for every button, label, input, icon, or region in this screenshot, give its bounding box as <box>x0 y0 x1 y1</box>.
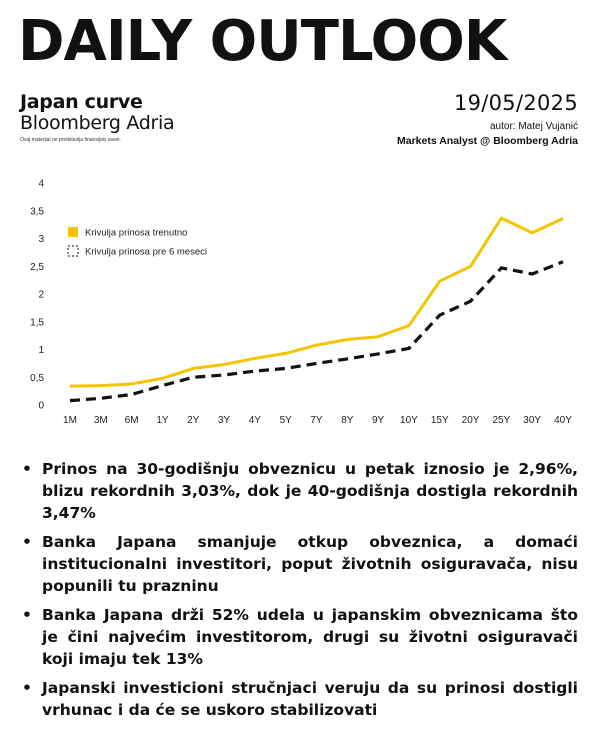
header-right: 19/05/2025 autor: Matej Vujanić Markets … <box>396 91 578 148</box>
x-tick-label: 30Y <box>523 415 541 426</box>
legend-label: Krivulja prinosa pre 6 meseci <box>85 247 207 258</box>
x-tick-label: 25Y <box>492 415 510 426</box>
author-label: autor: Matej Vujanić <box>489 121 578 133</box>
x-tick-label: 5Y <box>280 415 293 426</box>
y-tick-label: 4 <box>38 179 44 190</box>
x-tick-label: 20Y <box>462 415 480 426</box>
x-tick-label: 10Y <box>400 415 418 426</box>
x-tick-label: 1Y <box>156 415 169 426</box>
y-tick-label: 3,5 <box>30 206 44 217</box>
y-tick-label: 3 <box>38 234 44 245</box>
bullet-item: Banka Japana smanjuje otkup obveznica, a… <box>22 531 578 597</box>
bullet-item: Prinos na 30-godišnju obveznicu u petak … <box>22 458 578 524</box>
author-role: Markets Analyst @ Bloomberg Adria <box>396 135 578 148</box>
x-tick-label: 7Y <box>310 415 323 426</box>
bullet-list: Prinos na 30-godišnju obveznicu u petak … <box>22 458 578 728</box>
bullet-item: Japanski investicioni stručnjaci veruju … <box>22 677 578 721</box>
y-tick-label: 0,5 <box>30 373 44 384</box>
x-tick-label: 3M <box>94 415 108 426</box>
x-tick-label: 15Y <box>431 415 449 426</box>
chart-subtitle: Japan curve <box>20 91 143 113</box>
page-title: DAILY OUTLOOK <box>18 9 507 74</box>
x-tick-label: 8Y <box>341 415 354 426</box>
series-line-current <box>69 216 564 388</box>
date-label: 19/05/2025 <box>453 91 578 115</box>
x-tick-label: 3Y <box>218 415 231 426</box>
x-tick-label: 6M <box>125 415 139 426</box>
source-label: Bloomberg Adria <box>20 111 175 134</box>
y-tick-label: 1,5 <box>30 317 44 328</box>
legend-swatch-previous <box>67 245 79 257</box>
x-tick-label: 9Y <box>372 415 385 426</box>
y-tick-label: 1 <box>38 345 44 356</box>
header-left: Japan curve Bloomberg Adria Ovaj materij… <box>20 91 175 143</box>
series-line-previous <box>69 260 564 403</box>
x-tick-label: 40Y <box>554 415 572 426</box>
x-tick-label: 1M <box>63 415 77 426</box>
legend-swatch-current <box>68 227 78 237</box>
x-tick-label: 4Y <box>249 415 262 426</box>
disclaimer-text: Ovaj materijal ne predstavlja finansijsk… <box>20 136 121 143</box>
yield-curve-chart: 0 0,5 1 1,5 2 2,5 3 3,5 4 1M 3M 6M 1Y 2Y 3Y 4Y 5Y 7Y 8Y 9Y 1… <box>30 179 572 427</box>
x-tick-label: 2Y <box>187 415 200 426</box>
bullet-item: Banka Japana drži 52% udela u japanskim … <box>22 604 578 670</box>
y-tick-label: 2 <box>38 290 44 301</box>
y-tick-label: 2,5 <box>30 262 44 273</box>
y-tick-label: 0 <box>38 401 44 412</box>
legend-label: Krivulja prinosa trenutno <box>85 228 187 239</box>
